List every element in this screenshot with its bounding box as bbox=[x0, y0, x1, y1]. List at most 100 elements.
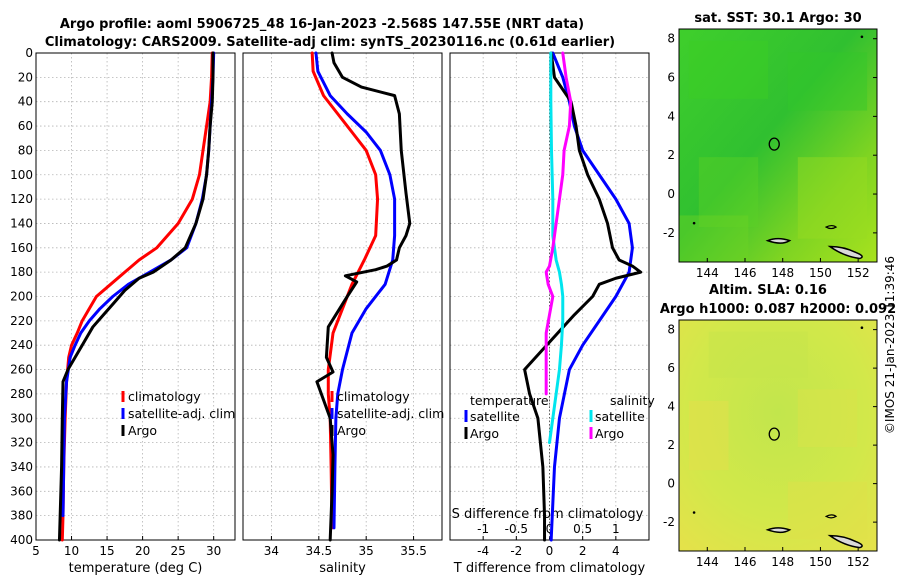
x-axis-label: salinity bbox=[319, 561, 366, 576]
series-line-satellite-adj-clim bbox=[314, 51, 397, 530]
y-tick-label: 220 bbox=[10, 314, 33, 328]
y-tick-label: 60 bbox=[18, 119, 33, 133]
y-tick-label: -2 bbox=[663, 515, 675, 529]
axes-box bbox=[242, 52, 443, 541]
series-line-s-argo bbox=[544, 51, 573, 396]
salinity-panel: 34 34.5 35 35.5 salinity climatology satellite… bbox=[242, 51, 444, 576]
figure-title-line-1: Argo profile: aoml 5906725_48 16-Jan-202… bbox=[60, 17, 584, 32]
x-tick-label: 150 bbox=[809, 266, 832, 280]
secondary-x-axis-label: S difference from climatology bbox=[452, 507, 644, 522]
argo-position-marker bbox=[768, 137, 780, 151]
islet-dot bbox=[860, 326, 864, 330]
y-tick-label: 380 bbox=[10, 509, 33, 523]
legend-heading: temperature bbox=[470, 393, 549, 408]
legend-label: satellite bbox=[470, 409, 520, 424]
y-tick-label: 4 bbox=[667, 109, 675, 123]
y-tick-label: 8 bbox=[667, 323, 675, 337]
map-frame bbox=[678, 319, 878, 552]
series-line-s-satellite bbox=[548, 51, 565, 445]
y-tick-label: -2 bbox=[663, 226, 675, 240]
legend-label: climatology bbox=[337, 389, 410, 404]
legend-label: satellite-adj. clim bbox=[337, 406, 444, 421]
secondary-x-tick-label: 0.5 bbox=[573, 522, 592, 536]
map-patch bbox=[688, 400, 729, 471]
x-tick-label: 20 bbox=[135, 544, 150, 558]
axes-box bbox=[35, 52, 236, 541]
y-tick-label: 200 bbox=[10, 290, 33, 304]
island-outline bbox=[827, 245, 863, 260]
legend-label: climatology bbox=[128, 389, 201, 404]
y-tick-label: 2 bbox=[667, 438, 675, 452]
x-tick-label: 10 bbox=[64, 544, 79, 558]
y-tick-label: 100 bbox=[10, 168, 33, 182]
x-tick-label: 144 bbox=[696, 555, 719, 569]
y-tick-label: 6 bbox=[667, 361, 675, 375]
map-frame bbox=[678, 28, 878, 263]
x-tick-label: 5 bbox=[32, 544, 40, 558]
map-patch bbox=[797, 389, 858, 448]
x-tick-label: 144 bbox=[696, 266, 719, 280]
x-tick-label: 152 bbox=[847, 555, 870, 569]
x-tick-label: -2 bbox=[510, 544, 522, 558]
figure-title-line-2: Climatology: CARS2009. Satellite-adj cli… bbox=[45, 35, 615, 50]
secondary-x-tick-label: -0.5 bbox=[505, 522, 528, 536]
islet-dot bbox=[692, 511, 696, 514]
island-outline bbox=[765, 237, 792, 244]
y-tick-label: 240 bbox=[10, 338, 33, 352]
legend-label: Argo bbox=[595, 426, 624, 441]
secondary-x-tick-label: 0 bbox=[546, 522, 554, 536]
map-patch bbox=[787, 481, 868, 540]
sla-map-panel: 144 146 148 150 152 -2 0 2 4 6 8 bbox=[663, 319, 878, 569]
x-tick-label: 35 bbox=[359, 544, 374, 558]
map-field bbox=[679, 320, 877, 551]
series-line-climatology bbox=[310, 51, 380, 530]
sla-map-subtitle: Argo h1000: 0.087 h2000: 0.092 bbox=[660, 302, 896, 317]
island-outline bbox=[827, 534, 863, 549]
sst-map-panel: 144 146 148 150 152 -2 0 2 4 6 8 bbox=[663, 28, 878, 280]
x-tick-label: 34.5 bbox=[305, 544, 332, 558]
secondary-x-tick-label: -1 bbox=[477, 522, 489, 536]
legend-label: satellite-adj. clim bbox=[128, 406, 235, 421]
map-field bbox=[679, 29, 877, 262]
copyright-stamp: ©IMOS 21-Jan-2023 11:39:46 bbox=[883, 256, 897, 434]
x-tick-label: 25 bbox=[171, 544, 186, 558]
legend-label: Argo bbox=[128, 423, 157, 438]
y-tick-label: 80 bbox=[18, 143, 33, 157]
map-patch bbox=[688, 40, 769, 99]
y-tick-label: 360 bbox=[10, 484, 33, 498]
x-tick-label: -4 bbox=[477, 544, 489, 558]
islet-dot bbox=[692, 221, 696, 225]
y-tick-label: 260 bbox=[10, 363, 33, 377]
y-tick-label: 300 bbox=[10, 411, 33, 425]
y-tick-label: 0 bbox=[667, 187, 675, 201]
temperature-panel: 5 10 15 20 25 3002040608010012014016018020022… bbox=[10, 46, 236, 576]
x-tick-label: 152 bbox=[847, 266, 870, 280]
map-patch bbox=[787, 52, 868, 111]
x-tick-label: 150 bbox=[809, 555, 832, 569]
y-tick-label: 0 bbox=[667, 477, 675, 491]
x-tick-label: 148 bbox=[771, 555, 794, 569]
legend-heading: salinity bbox=[610, 393, 655, 408]
y-tick-label: 2 bbox=[667, 148, 675, 162]
x-tick-label: 2 bbox=[579, 544, 587, 558]
island-outline bbox=[824, 224, 838, 230]
island-outline bbox=[824, 514, 838, 519]
y-tick-label: 120 bbox=[10, 192, 33, 206]
secondary-x-tick-label: 1 bbox=[612, 522, 620, 536]
difference-panel: -4 -2 0 2 4 T difference from climatology S di… bbox=[449, 51, 655, 576]
y-tick-label: 20 bbox=[18, 70, 33, 84]
islet-dot bbox=[860, 35, 864, 39]
map-patch bbox=[708, 331, 808, 378]
legend-label: satellite bbox=[595, 409, 645, 424]
map-patch bbox=[698, 157, 759, 228]
x-tick-label: 4 bbox=[612, 544, 620, 558]
y-tick-label: 400 bbox=[10, 533, 33, 547]
series-line-argo bbox=[315, 51, 412, 542]
y-tick-label: 180 bbox=[10, 265, 33, 279]
y-tick-label: 320 bbox=[10, 436, 33, 450]
y-tick-label: 6 bbox=[667, 71, 675, 85]
series-line-t-argo bbox=[523, 51, 643, 542]
series-line-argo bbox=[57, 51, 215, 542]
series-line-satellite-adj-clim bbox=[61, 51, 216, 518]
